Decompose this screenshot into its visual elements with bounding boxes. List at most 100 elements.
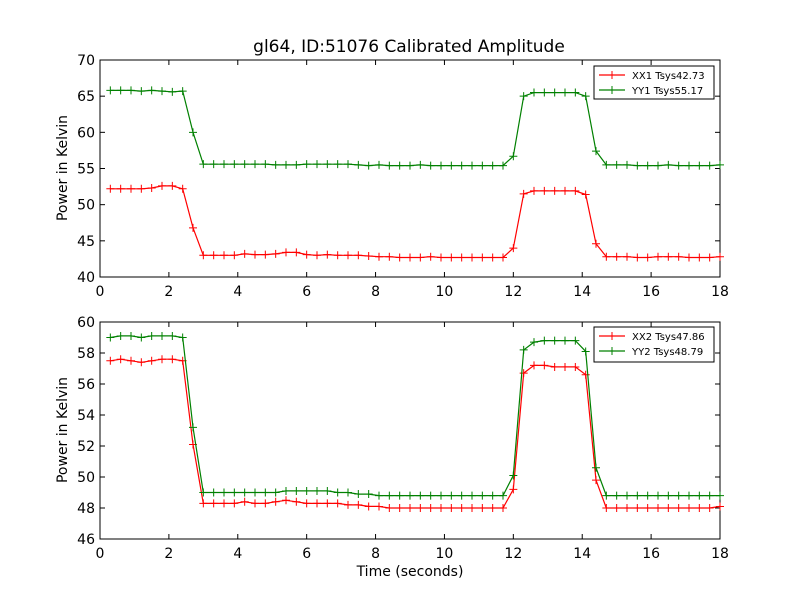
top-series-0-point [561,186,569,195]
top-series-0-point [416,253,425,262]
bottom-series-1-point [550,336,559,345]
top-series-0-point [282,248,290,257]
top-series-1-point [602,160,611,169]
bottom-ytick-label: 50 [77,470,95,486]
top-legend-marker-1 [608,86,616,94]
top-series-0-point [685,253,693,262]
top-series-0-point [633,253,642,262]
top-legend-marker-0 [608,71,616,79]
bottom-series-0-point [695,504,704,512]
bottom-series-0-point [499,504,507,512]
bottom-plot-series [106,331,724,512]
bottom-series-1-point [561,336,569,345]
top-series-0-point [426,252,435,261]
bottom-series-0-point [406,504,414,512]
bottom-series-1-point [220,488,228,497]
bottom-ytick-label: 46 [77,532,95,548]
top-series-0-point [158,181,166,190]
bottom-series-0-point [478,504,487,512]
top-series-0-point [354,251,363,260]
top-series-1-point [116,86,125,95]
top-series-0-point [571,186,580,195]
bottom-plot-legend: XX2 Tsys47.86 YY2 Tsys48.79 [593,326,715,363]
bottom-series-1-point [499,491,507,500]
bottom-series-1-point [716,491,724,500]
bottom-series-0-point [282,496,290,505]
bottom-series-0-point [292,497,301,506]
bottom-xtick-label: 6 [302,546,311,562]
bottom-series-1-point [302,486,311,495]
bottom-series-1-point [540,336,549,345]
top-series-1-point [406,161,414,170]
bottom-xtick-label: 12 [504,546,522,562]
bottom-ytick-label: 58 [77,346,95,362]
top-series-1-point [178,87,187,96]
bottom-series-0-point [220,499,228,508]
top-series-0-point [530,186,538,195]
bottom-series-1-point [623,491,631,500]
bottom-series-0-point [437,504,445,512]
bottom-series-0-point [354,500,363,509]
bottom-series-1-point [654,491,662,500]
bottom-series-1-point [137,333,146,342]
bottom-ytick-label: 48 [77,501,95,517]
bottom-series-0-point [313,499,321,508]
top-plot-legend: XX1 Tsys42.73 YY1 Tsys55.17 [593,65,715,100]
bottom-xtick-label: 0 [96,546,105,562]
bottom-xtick-label: 8 [371,546,380,562]
top-series-1-point [189,128,197,137]
top-series-1-point [364,161,373,170]
bottom-series-1-point [199,488,208,497]
top-series-1-point [437,161,445,170]
bottom-series-0-point [519,369,528,378]
bottom-series-1-point [364,490,373,499]
top-series-1-point [612,160,621,169]
top-series-1-point [664,160,673,169]
bottom-series-1-point [705,491,714,500]
top-xtick-label: 4 [233,284,242,300]
bottom-xtick-label: 2 [164,546,173,562]
bottom-series-0-point [251,499,259,508]
top-series-0-point [437,253,445,262]
top-series-1-point [261,160,270,169]
top-series-1-point [344,160,352,169]
top-series-0-point [116,184,125,193]
top-series-1-point [147,86,156,95]
top-series-1-point [292,160,301,169]
top-series-0-point [478,253,487,262]
bottom-xtick-label: 18 [711,546,729,562]
top-series-0-point [230,251,239,260]
top-series-0-point [488,253,497,262]
bottom-plot-xlabel: Time (seconds) [356,564,464,580]
top-series-1-point [271,160,280,169]
top-plot-series [106,86,724,262]
bottom-series-1-point [209,488,218,497]
top-series-0-point [499,253,507,262]
bottom-series-1-point [230,488,239,497]
bottom-series-1-point [602,491,611,500]
bottom-series-0-point [509,485,518,494]
top-legend-label-0: XX1 Tsys42.73 [632,71,705,82]
bottom-series-0-point [426,504,435,512]
top-series-1-point [426,161,435,170]
top-plot-ticks: 0 2 4 6 8 10 12 14 16 18 40 45 50 55 60 65 70 [77,53,729,300]
bottom-series-0-point [271,497,280,506]
bottom-series-0-point [623,504,631,512]
bottom-series-0-point [261,499,270,508]
top-series-1-point [323,160,332,169]
top-series-0-point [519,189,528,198]
bottom-series-0-point [199,499,208,508]
top-series-1-point [540,88,549,97]
top-series-1-point [416,160,425,169]
top-series-0-point [540,186,549,195]
top-ytick-label: 65 [77,89,95,105]
bottom-series-0-point [416,504,425,512]
bottom-legend-marker-0 [608,332,616,340]
bottom-series-0-point [395,504,404,512]
top-xtick-label: 18 [711,284,729,300]
bottom-series-0-point [685,504,693,512]
top-xtick-label: 12 [504,284,522,300]
bottom-series-1-point [581,347,590,356]
top-series-1-point [633,161,642,170]
